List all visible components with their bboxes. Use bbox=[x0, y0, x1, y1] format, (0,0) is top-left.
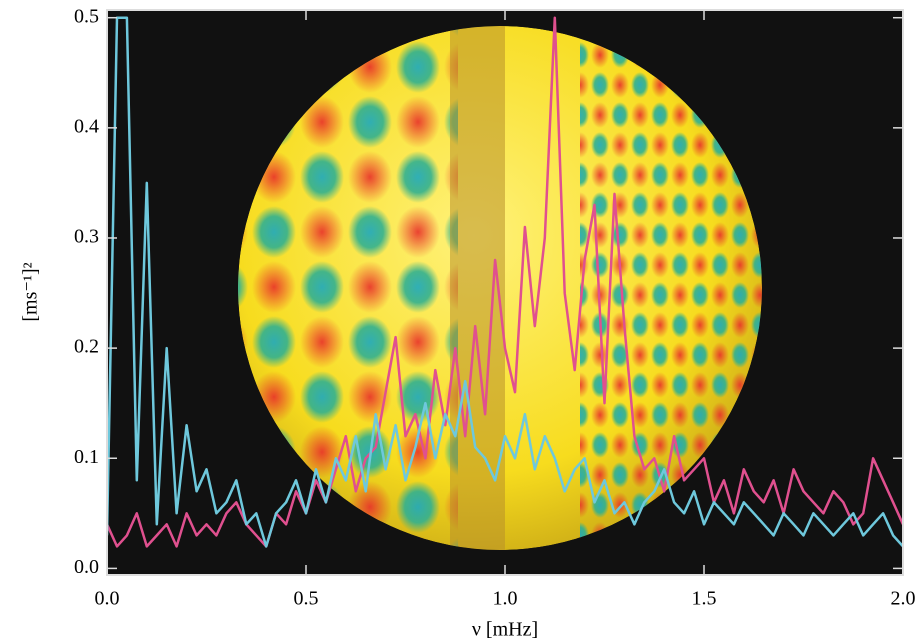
y-tick-label: 0.1 bbox=[74, 446, 99, 468]
y-tick-label: 0.2 bbox=[74, 336, 99, 358]
spectrum-line bbox=[107, 16, 903, 548]
x-tick-label: 1.5 bbox=[692, 588, 717, 610]
x-tick-label: 0.0 bbox=[95, 588, 120, 610]
y-tick-label: 0.5 bbox=[74, 5, 99, 27]
x-tick-label: 0.5 bbox=[294, 588, 319, 610]
y-axis-label: [ms⁻¹]² bbox=[20, 262, 42, 321]
spectrum-line bbox=[107, 16, 903, 548]
spectrum-lines bbox=[107, 16, 903, 548]
x-tick-label: 2.0 bbox=[891, 588, 916, 610]
y-tick-label: 0.0 bbox=[74, 556, 99, 578]
x-tick-label: 1.0 bbox=[493, 588, 518, 610]
x-axis-label: ν [mHz] bbox=[472, 619, 538, 641]
y-tick-label: 0.4 bbox=[74, 115, 99, 137]
y-tick-label: 0.3 bbox=[74, 226, 99, 248]
